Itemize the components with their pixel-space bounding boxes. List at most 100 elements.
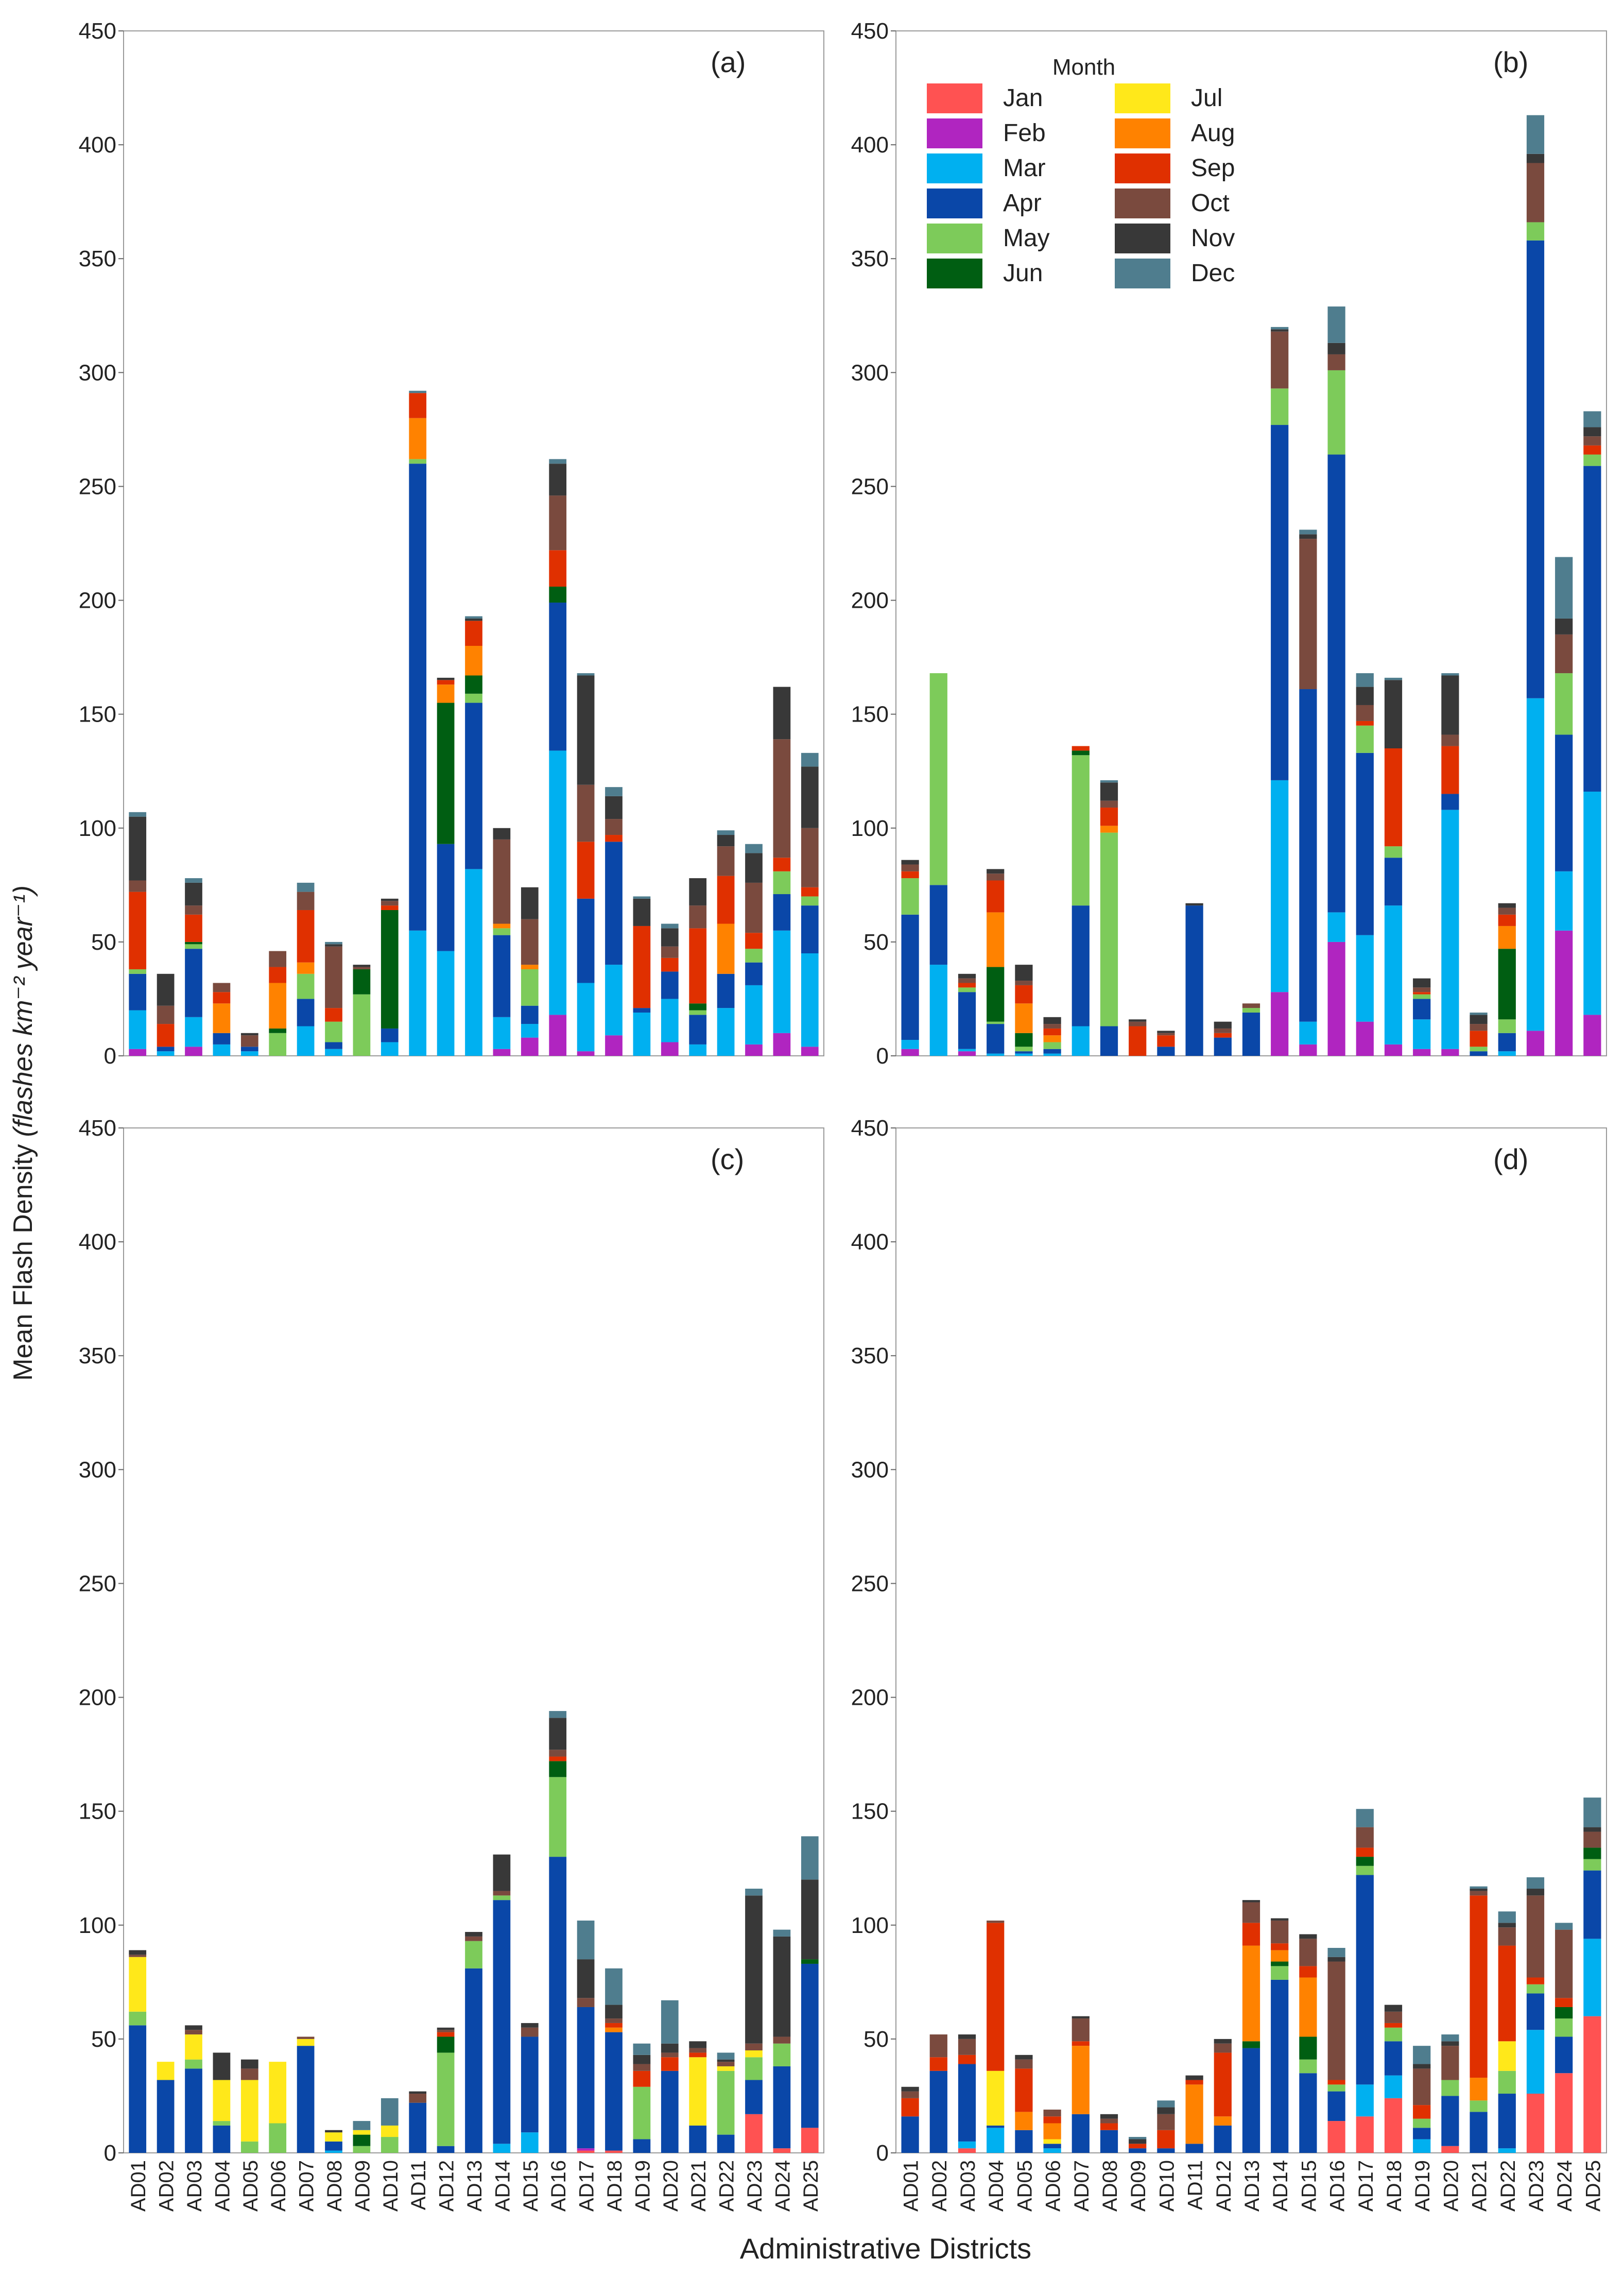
bar-segment-ad09-nov (1129, 2139, 1147, 2144)
bar-segment-ad10-oct (1157, 1033, 1175, 1036)
bar-segment-ad04-mar (987, 1053, 1005, 1056)
bar-segment-ad16-sep (549, 1756, 567, 1761)
x-tick-label: AD05 (1013, 2160, 1036, 2212)
legend-swatch (927, 224, 982, 253)
bar-segment-ad16-dec (1327, 1948, 1345, 1957)
bar-segment-ad14-aug (1271, 1950, 1289, 1962)
bar-segment-ad08-jul (325, 2132, 342, 2142)
bar-segment-ad04-may (987, 1021, 1005, 1024)
bar-segment-ad04-apr (213, 2125, 231, 2153)
bar-segment-ad08-apr (1100, 1026, 1118, 1056)
bar-segment-ad22-sep (1498, 914, 1516, 926)
bar-segment-ad01-may (901, 878, 919, 915)
bar-segment-ad24-jan (773, 2148, 791, 2153)
bar-segment-ad22-may (717, 2070, 735, 2135)
bar-segment-ad04-oct (213, 983, 231, 992)
y-tick-label: 200 (851, 1685, 889, 1710)
bar-segment-ad14-oct (1271, 1920, 1289, 1944)
bar-segment-ad07-may (1072, 755, 1090, 906)
bar-segment-ad24-apr (773, 2066, 791, 2149)
bar-segment-ad13-dec (465, 616, 482, 619)
bar-segment-ad13-oct (465, 1936, 482, 1941)
bar-segment-ad22-oct (717, 2062, 735, 2066)
bar-segment-ad18-apr (605, 2032, 623, 2151)
legend-label: Jul (1191, 84, 1222, 112)
bar-segment-ad21-dec (1470, 1886, 1488, 1889)
bar-segment-ad14-oct (1271, 331, 1289, 389)
bar-segment-ad05-sep (1015, 2068, 1033, 2112)
y-tick-label: 100 (851, 816, 889, 841)
bar-segment-ad01-oct (129, 1955, 147, 1957)
bar-segment-ad12-nov (437, 2027, 455, 2030)
bar-segment-ad09-may (353, 994, 371, 1056)
bar-segment-ad18-may (1384, 2027, 1403, 2042)
bar-segment-ad01-mar (901, 1040, 919, 1049)
bar-segment-ad17-nov (577, 1959, 595, 1998)
bar-segment-ad06-may (1043, 1042, 1061, 1049)
bar-segment-ad20-apr (1441, 2096, 1459, 2146)
y-tick-label: 100 (79, 816, 116, 841)
x-tick-label: AD20 (1440, 2160, 1462, 2212)
bar-segment-ad14-oct (493, 839, 511, 924)
bar-segment-ad14-nov (493, 828, 511, 840)
bar-segment-ad07-apr (297, 2046, 315, 2153)
bar-segment-ad21-nov (1470, 1889, 1488, 1891)
bar-segment-ad19-may (633, 2086, 651, 2139)
bar-segment-ad11-nov (1185, 2075, 1203, 2080)
bar-segment-ad03-nov (185, 882, 202, 906)
bar-segment-ad21-may (1470, 1047, 1488, 1052)
bar-segment-ad02-apr (929, 885, 947, 965)
bar-segment-ad19-dec (633, 2043, 651, 2055)
bar-segment-ad08-dec (325, 941, 342, 945)
y-tick-label: 150 (851, 1799, 889, 1824)
bar-segment-ad19-apr (1413, 999, 1431, 1020)
bar-segment-ad23-nov (745, 1895, 763, 2044)
bar-segment-ad24-feb (1555, 930, 1573, 1056)
x-tick-label: AD20 (660, 2160, 682, 2212)
bar-segment-ad09-jun (353, 2134, 371, 2146)
bar-segment-ad24-nov (773, 1936, 791, 2037)
bar-segment-ad09-oct (1129, 1021, 1147, 1026)
x-tick-label: AD03 (183, 2160, 206, 2212)
legend-item-oct: Oct (1115, 189, 1230, 218)
bar-segment-ad24-sep (773, 858, 791, 871)
bar-segment-ad21-apr (689, 1015, 707, 1045)
y-tick-label: 350 (851, 1343, 889, 1368)
bar-segment-ad15-mar (521, 1024, 539, 1038)
bar-segment-ad14-aug (493, 923, 511, 929)
bar-segment-ad25-jan (1583, 2016, 1601, 2153)
bar-segment-ad02-apr (157, 1047, 175, 1052)
legend-item-dec: Dec (1115, 259, 1235, 288)
bar-segment-ad19-oct (633, 2064, 651, 2071)
y-tick-label: 200 (79, 588, 116, 613)
bar-segment-ad10-sep (1157, 2130, 1175, 2149)
bar-segment-ad19-may (1413, 2118, 1431, 2128)
bar-segment-ad17-mar (577, 983, 595, 1052)
x-tick-label: AD18 (1383, 2160, 1406, 2212)
bar-segment-ad13-mar (465, 869, 482, 1056)
bar-segment-ad03-nov (958, 973, 976, 979)
panel-label: (c) (711, 1143, 744, 1175)
bar-segment-ad25-nov (1583, 1827, 1601, 1832)
bar-segment-ad22-jul (717, 2066, 735, 2071)
bar-segment-ad17-dec (1356, 673, 1374, 687)
bar-segment-ad25-apr (1583, 466, 1601, 792)
bar-segment-ad08-sep (1100, 2123, 1118, 2130)
bar-segment-ad08-apr (325, 1042, 342, 1049)
x-tick-label: AD23 (1525, 2160, 1548, 2212)
bar-segment-ad11-mar (409, 930, 427, 1056)
bar-segment-ad24-dec (773, 1929, 791, 1937)
bar-segment-ad15-apr (1299, 2073, 1317, 2153)
bar-segment-ad06-sep (1043, 2116, 1061, 2124)
bar-segment-ad19-sep (1413, 2105, 1431, 2119)
bar-segment-ad03-nov (185, 2025, 202, 2030)
bar-segment-ad19-mar (1413, 2139, 1431, 2153)
bar-segment-ad20-apr (661, 2070, 679, 2153)
bar-segment-ad18-nov (605, 2005, 623, 2019)
bar-segment-ad04-apr (213, 1033, 231, 1045)
x-tick-label: AD13 (1241, 2160, 1264, 2212)
bar-segment-ad18-mar (605, 965, 623, 1036)
bar-segment-ad25-jun (801, 1959, 819, 1964)
bar-segment-ad17-dec (1356, 1809, 1374, 1827)
